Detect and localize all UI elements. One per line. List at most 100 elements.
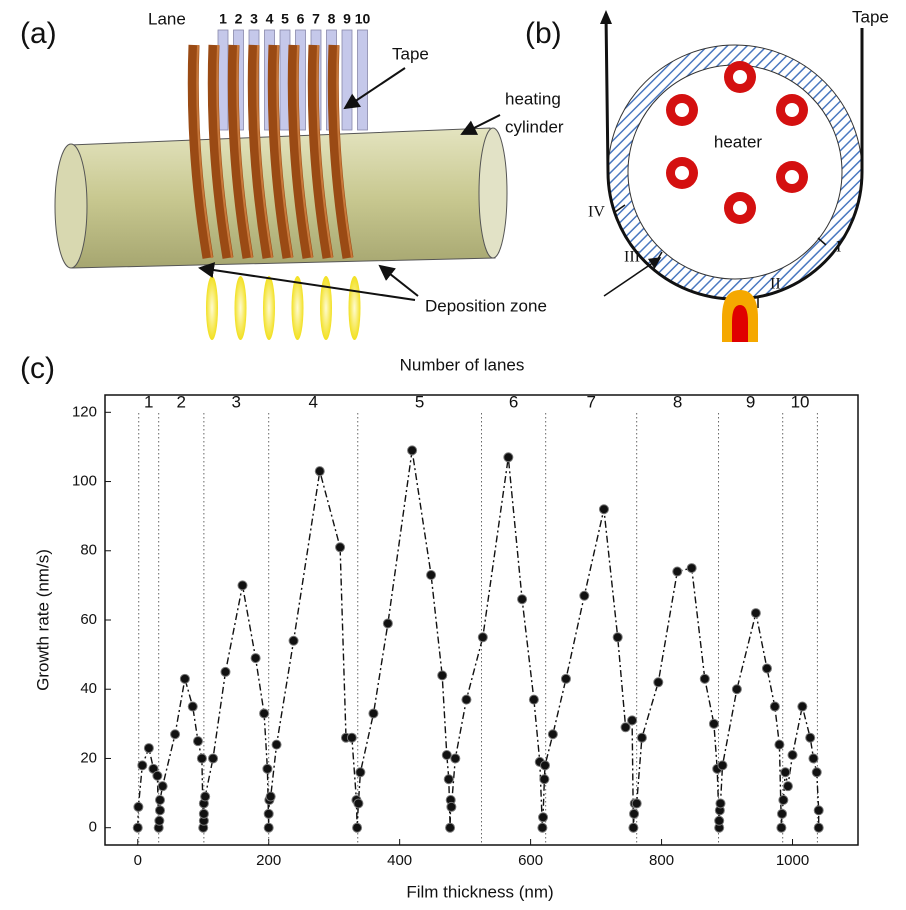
x-tick-label: 400 bbox=[387, 852, 412, 869]
lane-label: 4 bbox=[308, 392, 317, 411]
data-point bbox=[133, 801, 144, 812]
data-point bbox=[528, 694, 539, 705]
region-ticks bbox=[614, 204, 827, 308]
tape-edge bbox=[296, 44, 313, 259]
region-label: I bbox=[836, 239, 841, 256]
data-point bbox=[196, 753, 207, 764]
data-point bbox=[731, 684, 742, 695]
flame-core bbox=[732, 305, 748, 342]
tape bbox=[307, 44, 334, 259]
lane-number: 10 bbox=[355, 11, 371, 27]
data-point bbox=[132, 822, 143, 833]
lane-number: 4 bbox=[266, 11, 274, 27]
data-point bbox=[368, 708, 379, 719]
data-point bbox=[259, 708, 270, 719]
data-point bbox=[579, 590, 590, 601]
chart: (c) Number of lanes Film thickness (nm) … bbox=[20, 352, 859, 901]
x-axis-title: Film thickness (nm) bbox=[406, 882, 553, 901]
tape-edge bbox=[336, 44, 353, 259]
data-point bbox=[335, 542, 346, 553]
cylinder-end bbox=[478, 127, 508, 259]
arrow bbox=[460, 114, 501, 135]
data-point bbox=[450, 753, 461, 764]
tapes bbox=[187, 44, 354, 259]
data-point bbox=[437, 670, 448, 681]
arrow bbox=[378, 264, 419, 297]
x-tick-label: 600 bbox=[518, 852, 543, 869]
tape-edge bbox=[196, 44, 213, 259]
data-point bbox=[612, 632, 623, 643]
tape bbox=[267, 44, 294, 259]
data-point bbox=[598, 504, 609, 515]
region-label: II bbox=[770, 276, 781, 293]
data-point bbox=[787, 750, 798, 760]
data-point bbox=[629, 808, 640, 819]
flame bbox=[263, 276, 275, 340]
data-point bbox=[503, 452, 514, 463]
data-point bbox=[220, 666, 231, 677]
lane-label: 10 bbox=[791, 392, 810, 411]
data-point bbox=[777, 808, 788, 819]
data-point bbox=[155, 805, 166, 816]
data-point bbox=[263, 822, 274, 833]
flame bbox=[291, 276, 304, 340]
y-tick-label: 20 bbox=[80, 749, 97, 766]
lane-number: 1 bbox=[219, 11, 227, 27]
data-point bbox=[262, 763, 273, 774]
flame bbox=[348, 276, 361, 340]
data-point bbox=[143, 743, 154, 754]
tape-edge bbox=[256, 44, 273, 259]
data-point bbox=[208, 753, 219, 764]
x-tick-label: 1000 bbox=[776, 852, 809, 869]
lane-number: 6 bbox=[297, 11, 305, 27]
data-point bbox=[265, 791, 276, 802]
data-point bbox=[769, 701, 780, 712]
data-point bbox=[776, 822, 787, 833]
data-point bbox=[774, 739, 785, 750]
data-point bbox=[426, 570, 437, 580]
data-point bbox=[750, 608, 761, 619]
data-point bbox=[539, 774, 550, 785]
data-point bbox=[672, 566, 683, 577]
data-point bbox=[620, 722, 631, 733]
data-point bbox=[154, 815, 165, 826]
data-point bbox=[346, 732, 357, 743]
tape-label: Tape bbox=[392, 44, 429, 63]
lane-label: 8 bbox=[673, 392, 682, 411]
tape bbox=[207, 44, 234, 259]
panel-label: (c) bbox=[20, 352, 55, 385]
data-point bbox=[237, 580, 248, 591]
cylinder-label: heating bbox=[505, 89, 561, 108]
y-tick-label: 120 bbox=[72, 403, 97, 420]
data-point bbox=[547, 729, 558, 740]
cylinder-label: cylinder bbox=[505, 117, 564, 136]
lane-number: 3 bbox=[250, 11, 258, 27]
y-tick-label: 60 bbox=[80, 611, 97, 628]
data-point bbox=[708, 718, 719, 729]
data-point bbox=[714, 815, 725, 826]
lane-strip bbox=[357, 29, 368, 131]
flame bbox=[320, 276, 332, 340]
heater-label: heater bbox=[714, 132, 763, 151]
y-axis-title: Growth rate (nm/s) bbox=[33, 549, 52, 691]
data-point bbox=[797, 701, 808, 712]
data-point bbox=[813, 805, 824, 816]
data-point bbox=[461, 694, 472, 705]
data-point bbox=[198, 808, 209, 819]
lane-label: 7 bbox=[586, 392, 595, 411]
data-point bbox=[560, 673, 571, 684]
top-axis-title: Number of lanes bbox=[400, 355, 525, 374]
x-tick-label: 200 bbox=[256, 852, 281, 869]
data-point bbox=[170, 729, 181, 740]
data-point bbox=[780, 767, 791, 778]
arrow-head bbox=[600, 10, 612, 24]
data-point bbox=[811, 767, 822, 778]
flame bbox=[206, 276, 218, 340]
panel-label: (a) bbox=[20, 17, 57, 50]
lane-number: 7 bbox=[312, 11, 320, 27]
data-point bbox=[179, 673, 190, 684]
data-point bbox=[443, 774, 454, 785]
tape-edge bbox=[276, 44, 293, 259]
data-point bbox=[250, 653, 261, 664]
